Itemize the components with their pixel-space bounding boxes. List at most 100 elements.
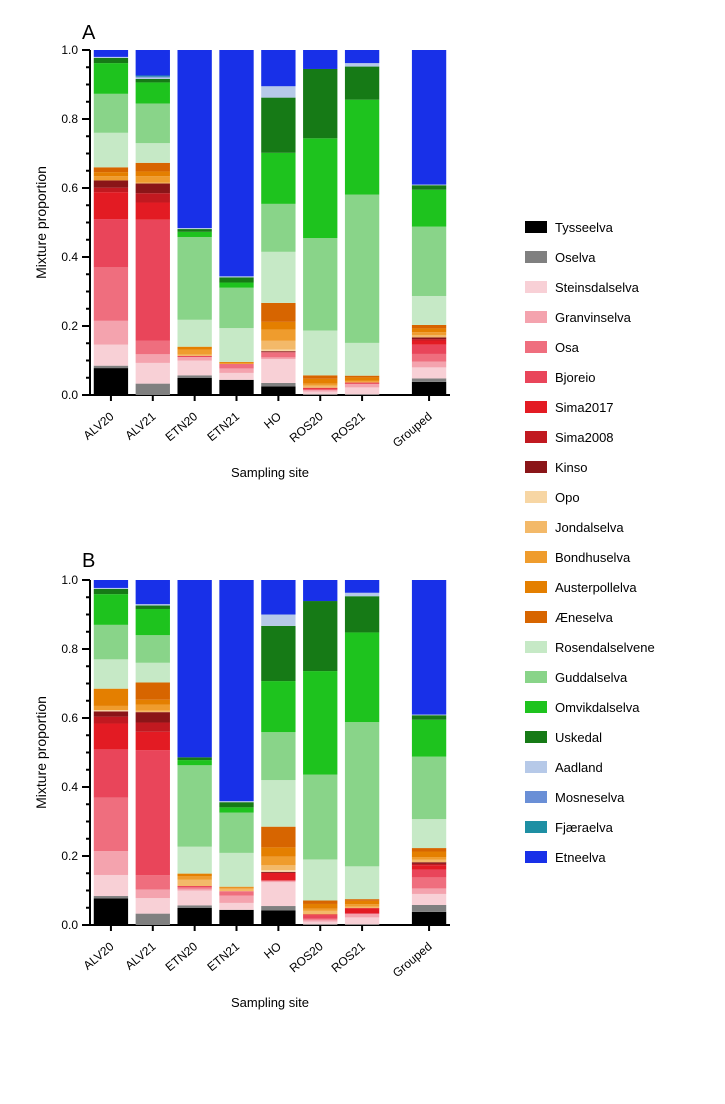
legend-item: Mosneselva bbox=[525, 785, 655, 809]
legend: Tysseelva Oselva Steinsdalselva Granvinselv… bbox=[525, 215, 655, 875]
legend-swatch-icon bbox=[525, 611, 547, 623]
svg-text:ROS20: ROS20 bbox=[287, 939, 326, 975]
svg-text:0.4: 0.4 bbox=[61, 250, 78, 264]
legend-swatch-icon bbox=[525, 581, 547, 593]
legend-swatch-icon bbox=[525, 701, 547, 713]
legend-item: Opo bbox=[525, 485, 655, 509]
svg-text:Mixture proportion: Mixture proportion bbox=[33, 166, 49, 279]
svg-text:ETN20: ETN20 bbox=[163, 409, 201, 444]
legend-label: Etneelva bbox=[555, 850, 606, 865]
legend-label: Bjoreio bbox=[555, 370, 595, 385]
legend-label: Austerpollelva bbox=[555, 580, 637, 595]
legend-item: Fjæraelva bbox=[525, 815, 655, 839]
svg-text:0.8: 0.8 bbox=[61, 642, 78, 656]
legend-item: Etneelva bbox=[525, 845, 655, 869]
legend-item: Austerpollelva bbox=[525, 575, 655, 599]
legend-label: Jondalselva bbox=[555, 520, 624, 535]
legend-item: Sima2008 bbox=[525, 425, 655, 449]
chart-panel-b: 0.0 0.2 0.4 0.6 0.8 1.0 Mixture proportion ALV2… bbox=[30, 570, 460, 1045]
svg-text:ETN20: ETN20 bbox=[163, 939, 201, 974]
legend-item: Bjoreio bbox=[525, 365, 655, 389]
legend-swatch-icon bbox=[525, 251, 547, 263]
legend-item: Æneselva bbox=[525, 605, 655, 629]
legend-swatch-icon bbox=[525, 851, 547, 863]
legend-swatch-icon bbox=[525, 761, 547, 773]
legend-item: Aadland bbox=[525, 755, 655, 779]
legend-label: Guddalselva bbox=[555, 670, 627, 685]
legend-label: Æneselva bbox=[555, 610, 613, 625]
svg-text:0.6: 0.6 bbox=[61, 181, 78, 195]
chart-panel-a: 0.0 0.2 0.4 0.6 0.8 1.0 Mixture proportion ALV2… bbox=[30, 40, 460, 515]
legend-label: Tysseelva bbox=[555, 220, 613, 235]
svg-text:ROS21: ROS21 bbox=[329, 939, 368, 975]
legend-swatch-icon bbox=[525, 491, 547, 503]
svg-text:1.0: 1.0 bbox=[61, 573, 78, 587]
svg-text:HO: HO bbox=[261, 939, 284, 961]
legend-item: Steinsdalselva bbox=[525, 275, 655, 299]
svg-text:0.4: 0.4 bbox=[61, 780, 78, 794]
svg-text:HO: HO bbox=[261, 409, 284, 431]
legend-item: Osa bbox=[525, 335, 655, 359]
legend-item: Sima2017 bbox=[525, 395, 655, 419]
legend-item: Uskedal bbox=[525, 725, 655, 749]
legend-label: Osa bbox=[555, 340, 579, 355]
legend-item: Guddalselva bbox=[525, 665, 655, 689]
svg-text:0.2: 0.2 bbox=[61, 849, 78, 863]
legend-swatch-icon bbox=[525, 311, 547, 323]
legend-swatch-icon bbox=[525, 551, 547, 563]
legend-label: Fjæraelva bbox=[555, 820, 613, 835]
legend-item: Kinso bbox=[525, 455, 655, 479]
legend-swatch-icon bbox=[525, 341, 547, 353]
legend-label: Mosneselva bbox=[555, 790, 624, 805]
legend-label: Bondhuselva bbox=[555, 550, 630, 565]
legend-swatch-icon bbox=[525, 281, 547, 293]
legend-label: Opo bbox=[555, 490, 580, 505]
svg-text:Sampling site: Sampling site bbox=[231, 995, 309, 1010]
legend-label: Oselva bbox=[555, 250, 595, 265]
legend-swatch-icon bbox=[525, 431, 547, 443]
legend-swatch-icon bbox=[525, 461, 547, 473]
legend-swatch-icon bbox=[525, 791, 547, 803]
legend-label: Omvikdalselva bbox=[555, 700, 640, 715]
legend-item: Jondalselva bbox=[525, 515, 655, 539]
legend-item: Granvinselva bbox=[525, 305, 655, 329]
legend-swatch-icon bbox=[525, 221, 547, 233]
legend-swatch-icon bbox=[525, 731, 547, 743]
legend-label: Sima2017 bbox=[555, 400, 614, 415]
legend-item: Oselva bbox=[525, 245, 655, 269]
figure-root: A 0.00.20.40.60.81.0Mixture proportionAL… bbox=[0, 0, 725, 1104]
legend-label: Steinsdalselva bbox=[555, 280, 639, 295]
legend-label: Sima2008 bbox=[555, 430, 614, 445]
legend-swatch-icon bbox=[525, 671, 547, 683]
svg-text:0.2: 0.2 bbox=[61, 319, 78, 333]
svg-text:ETN21: ETN21 bbox=[204, 939, 242, 974]
legend-label: Kinso bbox=[555, 460, 588, 475]
svg-text:0.0: 0.0 bbox=[61, 918, 78, 932]
svg-text:0.8: 0.8 bbox=[61, 112, 78, 126]
legend-swatch-icon bbox=[525, 641, 547, 653]
legend-swatch-icon bbox=[525, 401, 547, 413]
legend-swatch-icon bbox=[525, 521, 547, 533]
legend-item: Rosendalselvene bbox=[525, 635, 655, 659]
svg-text:ROS21: ROS21 bbox=[329, 409, 368, 445]
svg-text:ALV20: ALV20 bbox=[81, 939, 117, 973]
legend-label: Rosendalselvene bbox=[555, 640, 655, 655]
legend-item: Tysseelva bbox=[525, 215, 655, 239]
svg-text:ALV21: ALV21 bbox=[122, 939, 158, 973]
legend-item: Omvikdalselva bbox=[525, 695, 655, 719]
svg-text:1.0: 1.0 bbox=[61, 43, 78, 57]
svg-text:Mixture proportion: Mixture proportion bbox=[33, 696, 49, 809]
legend-swatch-icon bbox=[525, 821, 547, 833]
legend-item: Bondhuselva bbox=[525, 545, 655, 569]
svg-text:ROS20: ROS20 bbox=[287, 409, 326, 445]
svg-text:0.6: 0.6 bbox=[61, 711, 78, 725]
legend-label: Aadland bbox=[555, 760, 603, 775]
svg-text:0.0: 0.0 bbox=[61, 388, 78, 402]
svg-text:ALV20: ALV20 bbox=[81, 409, 117, 443]
svg-text:Sampling site: Sampling site bbox=[231, 465, 309, 480]
svg-text:Grouped: Grouped bbox=[390, 409, 435, 450]
svg-text:Grouped: Grouped bbox=[390, 939, 435, 980]
legend-label: Uskedal bbox=[555, 730, 602, 745]
svg-text:ALV21: ALV21 bbox=[122, 409, 158, 443]
legend-swatch-icon bbox=[525, 371, 547, 383]
